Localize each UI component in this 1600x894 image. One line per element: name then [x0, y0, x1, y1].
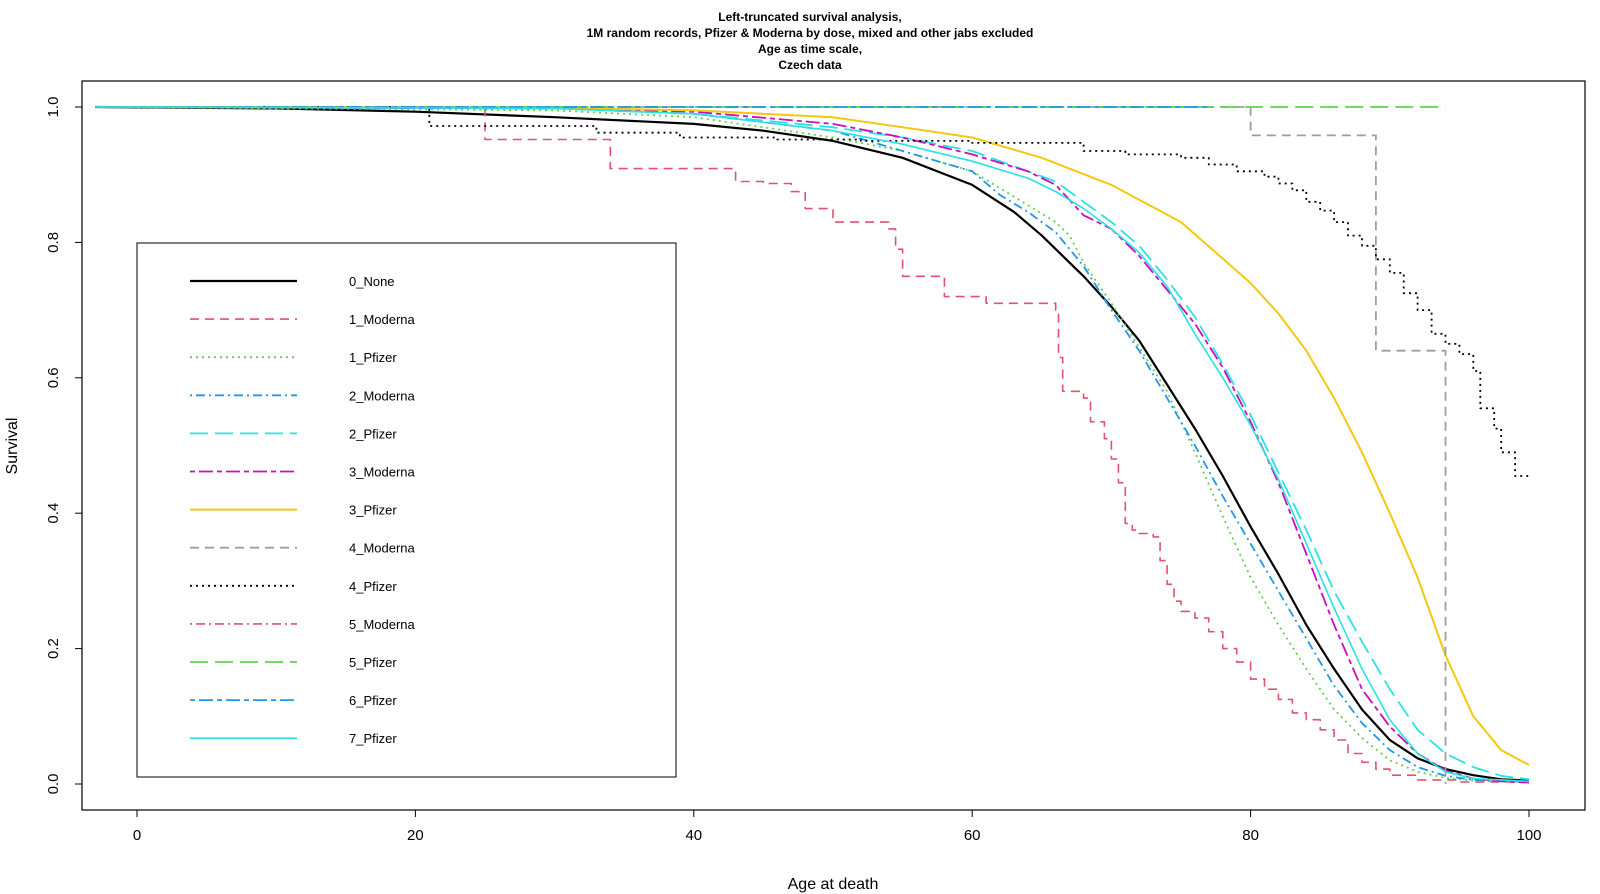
chart-title: Left-truncated survival analysis, 1M ran…: [587, 10, 1034, 72]
y-tick-label: 0.8: [45, 232, 62, 253]
series-line-2-moderna: [95, 106, 1530, 783]
x-tick-label: 40: [685, 827, 702, 844]
y-tick-label: 0.6: [45, 367, 62, 388]
legend-label-3-moderna: 3_Moderna: [349, 465, 416, 480]
x-tick-label: 100: [1516, 827, 1541, 844]
x-tick-label: 60: [964, 827, 981, 844]
y-tick-label: 0.0: [45, 774, 62, 795]
chart-title-line-3: Age as time scale,: [758, 42, 862, 56]
chart-title-line-1: Left-truncated survival analysis,: [718, 10, 901, 24]
x-tick-label: 0: [133, 827, 141, 844]
chart-title-line-4: Czech data: [778, 58, 842, 72]
legend-label-6-pfizer: 6_Pfizer: [349, 693, 397, 708]
x-tick-label: 80: [1242, 827, 1259, 844]
y-axis: 0.0 0.2 0.4 0.6 0.8 1.0: [45, 97, 83, 795]
legend-label-4-moderna: 4_Moderna: [349, 541, 416, 556]
legend-label-2-pfizer: 2_Pfizer: [349, 426, 397, 441]
series-line-2-pfizer: [95, 106, 1530, 781]
y-tick-label: 1.0: [45, 97, 62, 118]
series-line-7-pfizer: [95, 106, 1530, 783]
y-tick-label: 0.4: [45, 503, 62, 524]
y-tick-label: 0.2: [45, 638, 62, 659]
legend-label-2-moderna: 2_Moderna: [349, 388, 416, 403]
legend-label-4-pfizer: 4_Pfizer: [349, 579, 397, 594]
legend-label-3-pfizer: 3_Pfizer: [349, 503, 397, 518]
series-line-0-none: [95, 105, 1530, 782]
x-axis: 0 20 40 60 80 100: [133, 809, 1542, 844]
legend-label-5-pfizer: 5_Pfizer: [349, 655, 397, 670]
x-axis-label: Age at death: [788, 876, 879, 893]
legend: 0_None 1_Moderna 1_Pfizer 2_Moderna 2_Pfizer…: [136, 242, 677, 778]
chart-title-line-2: 1M random records, Pfizer & Moderna by d…: [587, 26, 1034, 40]
legend-label-0-none: 0_None: [349, 274, 395, 289]
series-group: [95, 105, 1530, 784]
x-tick-label: 20: [407, 827, 424, 844]
y-axis-label: Survival: [4, 418, 21, 475]
legend-entries: 0_None 1_Moderna 1_Pfizer 2_Moderna 2_Pfizer…: [190, 274, 416, 746]
legend-label-5-moderna: 5_Moderna: [349, 617, 416, 632]
series-line-1-moderna: [95, 106, 1529, 783]
legend-label-7-pfizer: 7_Pfizer: [349, 731, 397, 746]
legend-label-1-moderna: 1_Moderna: [349, 312, 416, 327]
series-line-3-pfizer: [95, 106, 1530, 766]
legend-label-1-pfizer: 1_Pfizer: [349, 350, 397, 365]
